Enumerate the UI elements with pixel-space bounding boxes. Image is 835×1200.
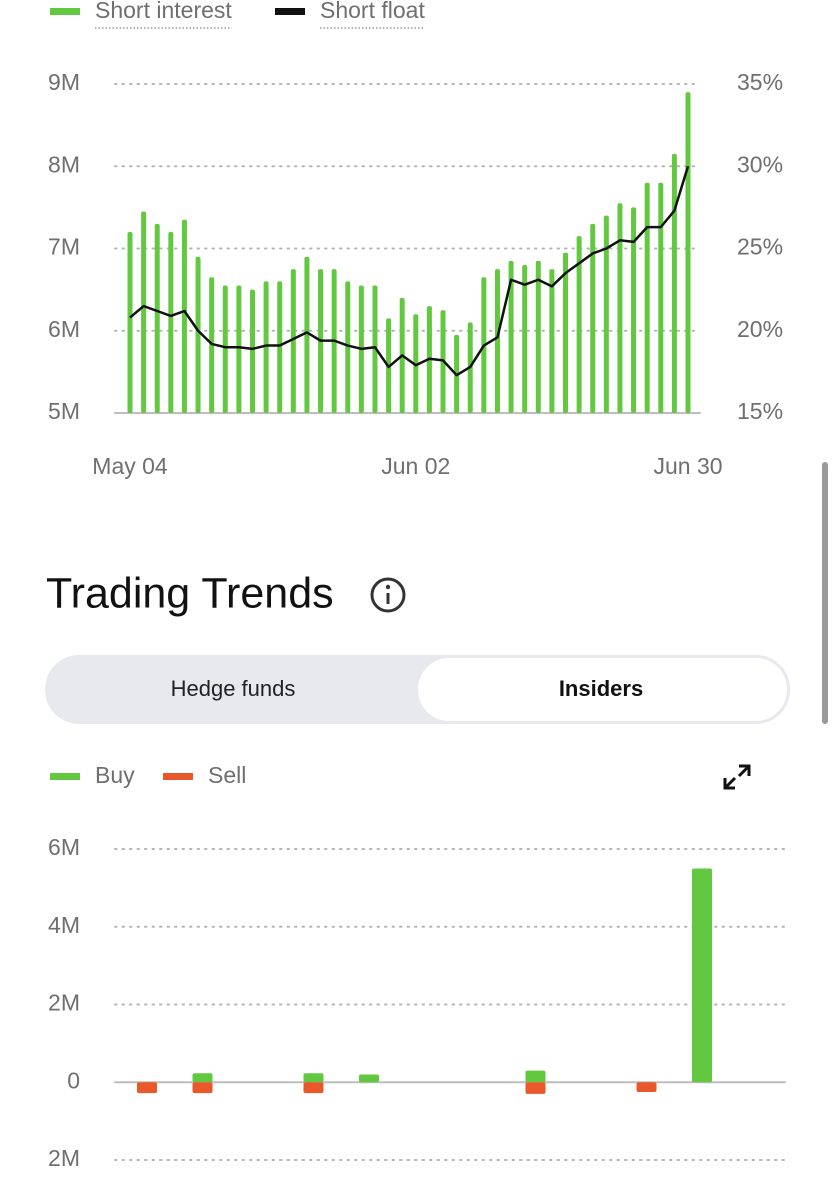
y-tick-label: 4M (48, 912, 80, 938)
bar (525, 1070, 546, 1083)
bar (636, 1082, 657, 1092)
bar (508, 260, 514, 413)
bar (345, 281, 351, 413)
bar (535, 260, 541, 413)
legend-label: Short float (320, 0, 425, 23)
bar (631, 207, 637, 413)
bar (192, 1082, 213, 1094)
legend-label: Buy (95, 762, 135, 788)
bar (303, 1082, 324, 1094)
bar (590, 223, 596, 413)
info-icon[interactable] (370, 577, 406, 613)
bar (195, 256, 201, 413)
bar (192, 1073, 213, 1083)
x-tick-label: May 04 (92, 453, 168, 479)
y-tick-label: 7M (48, 234, 80, 260)
bar (137, 1082, 157, 1094)
y-tick-label: 0 (67, 1067, 80, 1093)
y-tick-label: 6M (48, 834, 80, 860)
bar (181, 219, 187, 413)
bar (685, 92, 691, 413)
bar (644, 182, 650, 413)
x-tick-label: Jun 02 (381, 453, 450, 479)
bar (671, 153, 677, 413)
y2-tick-label: 15% (737, 398, 783, 424)
bar (576, 236, 582, 413)
bar (525, 1082, 546, 1094)
bar (603, 215, 609, 413)
bar (494, 269, 500, 413)
y-tick-label: 2M (48, 990, 80, 1016)
y-tick-label: 2M (48, 1145, 80, 1171)
legend-label: Short interest (95, 0, 232, 23)
y-tick-label: 8M (48, 151, 80, 177)
bar (413, 314, 419, 413)
bar (290, 269, 296, 413)
bar (141, 211, 147, 413)
y2-tick-label: 25% (737, 234, 783, 260)
bar (236, 285, 242, 413)
bar (303, 1073, 324, 1083)
bar (549, 269, 555, 413)
y-tick-label: 9M (48, 69, 80, 95)
bar (692, 868, 712, 1083)
x-tick-label: Jun 30 (653, 453, 722, 479)
bar (249, 289, 255, 413)
bar (304, 256, 310, 413)
bar (359, 1074, 379, 1083)
tab[interactable]: Hedge funds (171, 676, 296, 701)
bar (127, 232, 133, 413)
legend-label: Sell (208, 762, 246, 788)
legend-swatch (275, 8, 305, 15)
bar (154, 223, 160, 413)
expand-icon[interactable] (723, 764, 751, 790)
bar (658, 182, 664, 413)
y2-tick-label: 20% (737, 316, 783, 342)
legend-swatch (50, 8, 80, 15)
active-tab (418, 658, 787, 721)
y-tick-label: 5M (48, 398, 80, 424)
bar (222, 285, 228, 413)
bar (563, 252, 569, 413)
scrollbar[interactable] (822, 462, 828, 724)
legend-swatch (50, 773, 80, 780)
section-title: Trading Trends (46, 569, 334, 617)
y2-tick-label: 30% (737, 151, 783, 177)
line (129, 165, 690, 377)
y2-tick-label: 35% (737, 69, 783, 95)
bar (617, 203, 623, 413)
bar (277, 281, 283, 413)
legend-swatch (163, 773, 193, 780)
bar (522, 264, 528, 413)
y-tick-label: 6M (48, 316, 80, 342)
bar (263, 281, 269, 413)
tab[interactable]: Insiders (559, 676, 643, 701)
bar (168, 232, 174, 413)
